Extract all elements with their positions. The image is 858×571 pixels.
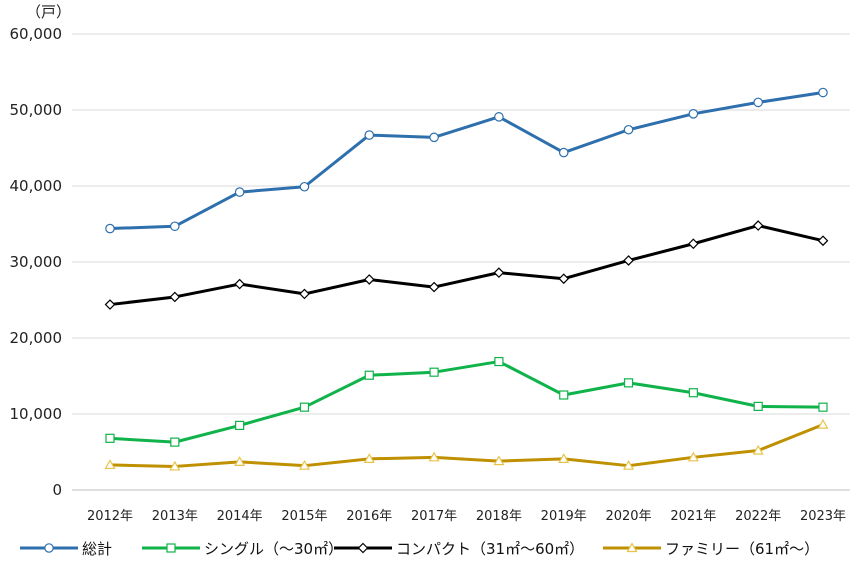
plot-area bbox=[104, 87, 829, 471]
x-tick-label: 2015年 bbox=[281, 509, 327, 524]
data-point bbox=[363, 274, 375, 285]
data-point bbox=[753, 97, 763, 108]
data-point bbox=[493, 455, 505, 466]
y-tick-label: 50,000 bbox=[10, 101, 63, 119]
data-point bbox=[234, 456, 246, 466]
data-point bbox=[626, 542, 638, 553]
data-point bbox=[623, 124, 634, 135]
data-point bbox=[558, 273, 570, 285]
data-point bbox=[169, 460, 181, 471]
legend-item: 総計 bbox=[20, 540, 112, 558]
y-tick-label: 30,000 bbox=[10, 253, 63, 271]
data-point bbox=[428, 281, 440, 293]
data-point bbox=[623, 255, 634, 266]
series-line bbox=[109, 423, 824, 468]
data-point bbox=[234, 187, 245, 197]
x-tick-label: 2018年 bbox=[476, 509, 522, 524]
legend-item: シングル（～30㎡） bbox=[142, 540, 343, 558]
series-2 bbox=[105, 356, 828, 447]
gridlines bbox=[72, 33, 850, 491]
x-tick-label: 2021年 bbox=[670, 509, 716, 524]
data-point bbox=[364, 130, 375, 140]
data-point bbox=[429, 367, 439, 377]
data-point bbox=[493, 267, 505, 278]
data-point bbox=[299, 181, 310, 192]
legend-item: コンパクト（31㎡～60㎡） bbox=[334, 540, 584, 558]
data-point bbox=[105, 433, 115, 443]
data-point bbox=[299, 288, 310, 300]
data-point bbox=[558, 147, 569, 158]
legend-label: シングル（～30㎡） bbox=[204, 540, 343, 558]
data-point bbox=[298, 459, 310, 470]
data-point bbox=[44, 543, 54, 553]
data-point bbox=[559, 390, 569, 400]
x-tick-label: 2014年 bbox=[217, 509, 263, 524]
data-point bbox=[752, 220, 764, 231]
x-axis: 2012年 2013年 2014年 2015年 2016年 2017年 2018年 2019年… bbox=[87, 509, 846, 524]
x-tick-label: 2017年 bbox=[411, 509, 457, 524]
data-point bbox=[170, 437, 180, 447]
data-point bbox=[299, 402, 310, 412]
data-point bbox=[752, 444, 764, 455]
series-4 bbox=[104, 418, 829, 471]
data-point bbox=[623, 378, 634, 388]
data-point bbox=[104, 459, 116, 470]
legend-label: コンパクト（31㎡～60㎡） bbox=[396, 540, 584, 558]
data-point bbox=[688, 388, 698, 398]
legend-label: ファミリー（61㎡～） bbox=[665, 540, 819, 558]
y-tick-label: 0 bbox=[52, 481, 62, 499]
x-tick-label: 2023年 bbox=[800, 509, 846, 524]
series-line bbox=[109, 224, 824, 307]
x-tick-label: 2012年 bbox=[87, 509, 133, 524]
y-tick-label: 60,000 bbox=[10, 25, 63, 43]
legend-label: 総計 bbox=[82, 540, 112, 558]
x-tick-label: 2013年 bbox=[152, 509, 198, 524]
data-point bbox=[104, 299, 116, 310]
y-axis-unit-label: （戸） bbox=[26, 3, 71, 21]
x-tick-label: 2020年 bbox=[605, 509, 651, 524]
data-point bbox=[166, 543, 176, 553]
series-line bbox=[109, 360, 824, 444]
x-tick-label: 2019年 bbox=[541, 509, 587, 524]
data-point bbox=[753, 401, 763, 411]
y-axis: 0 10,000 20,000 30,000 40,000 50,000 60,000 bbox=[10, 25, 63, 499]
data-point bbox=[623, 459, 635, 470]
y-tick-label: 10,000 bbox=[10, 405, 63, 423]
data-point bbox=[235, 420, 245, 430]
data-point bbox=[357, 542, 369, 554]
data-point bbox=[817, 418, 829, 429]
x-tick-label: 2016年 bbox=[346, 509, 392, 524]
data-point bbox=[818, 402, 828, 412]
legend: 総計 シングル（～30㎡） コンパクト（31㎡～60㎡） ファミリー（61㎡～） bbox=[20, 540, 819, 558]
series-1 bbox=[105, 87, 828, 234]
data-point bbox=[234, 278, 245, 290]
data-point bbox=[169, 291, 181, 303]
data-point bbox=[170, 221, 180, 232]
x-tick-label: 2022年 bbox=[735, 509, 781, 524]
data-point bbox=[428, 451, 440, 462]
data-point bbox=[818, 87, 828, 98]
data-point bbox=[364, 370, 374, 380]
y-tick-label: 40,000 bbox=[10, 177, 63, 195]
data-point bbox=[688, 109, 699, 119]
series-line bbox=[109, 91, 824, 231]
series-3 bbox=[104, 220, 829, 310]
data-point bbox=[494, 112, 504, 122]
data-point bbox=[688, 238, 699, 250]
legend-item: ファミリー（61㎡～） bbox=[603, 540, 819, 558]
data-point bbox=[558, 453, 570, 463]
data-point bbox=[429, 132, 439, 143]
data-point bbox=[105, 223, 115, 234]
data-point bbox=[687, 451, 699, 462]
y-tick-label: 20,000 bbox=[10, 329, 63, 347]
data-point bbox=[494, 356, 504, 367]
data-point bbox=[817, 235, 829, 247]
data-point bbox=[363, 453, 375, 463]
